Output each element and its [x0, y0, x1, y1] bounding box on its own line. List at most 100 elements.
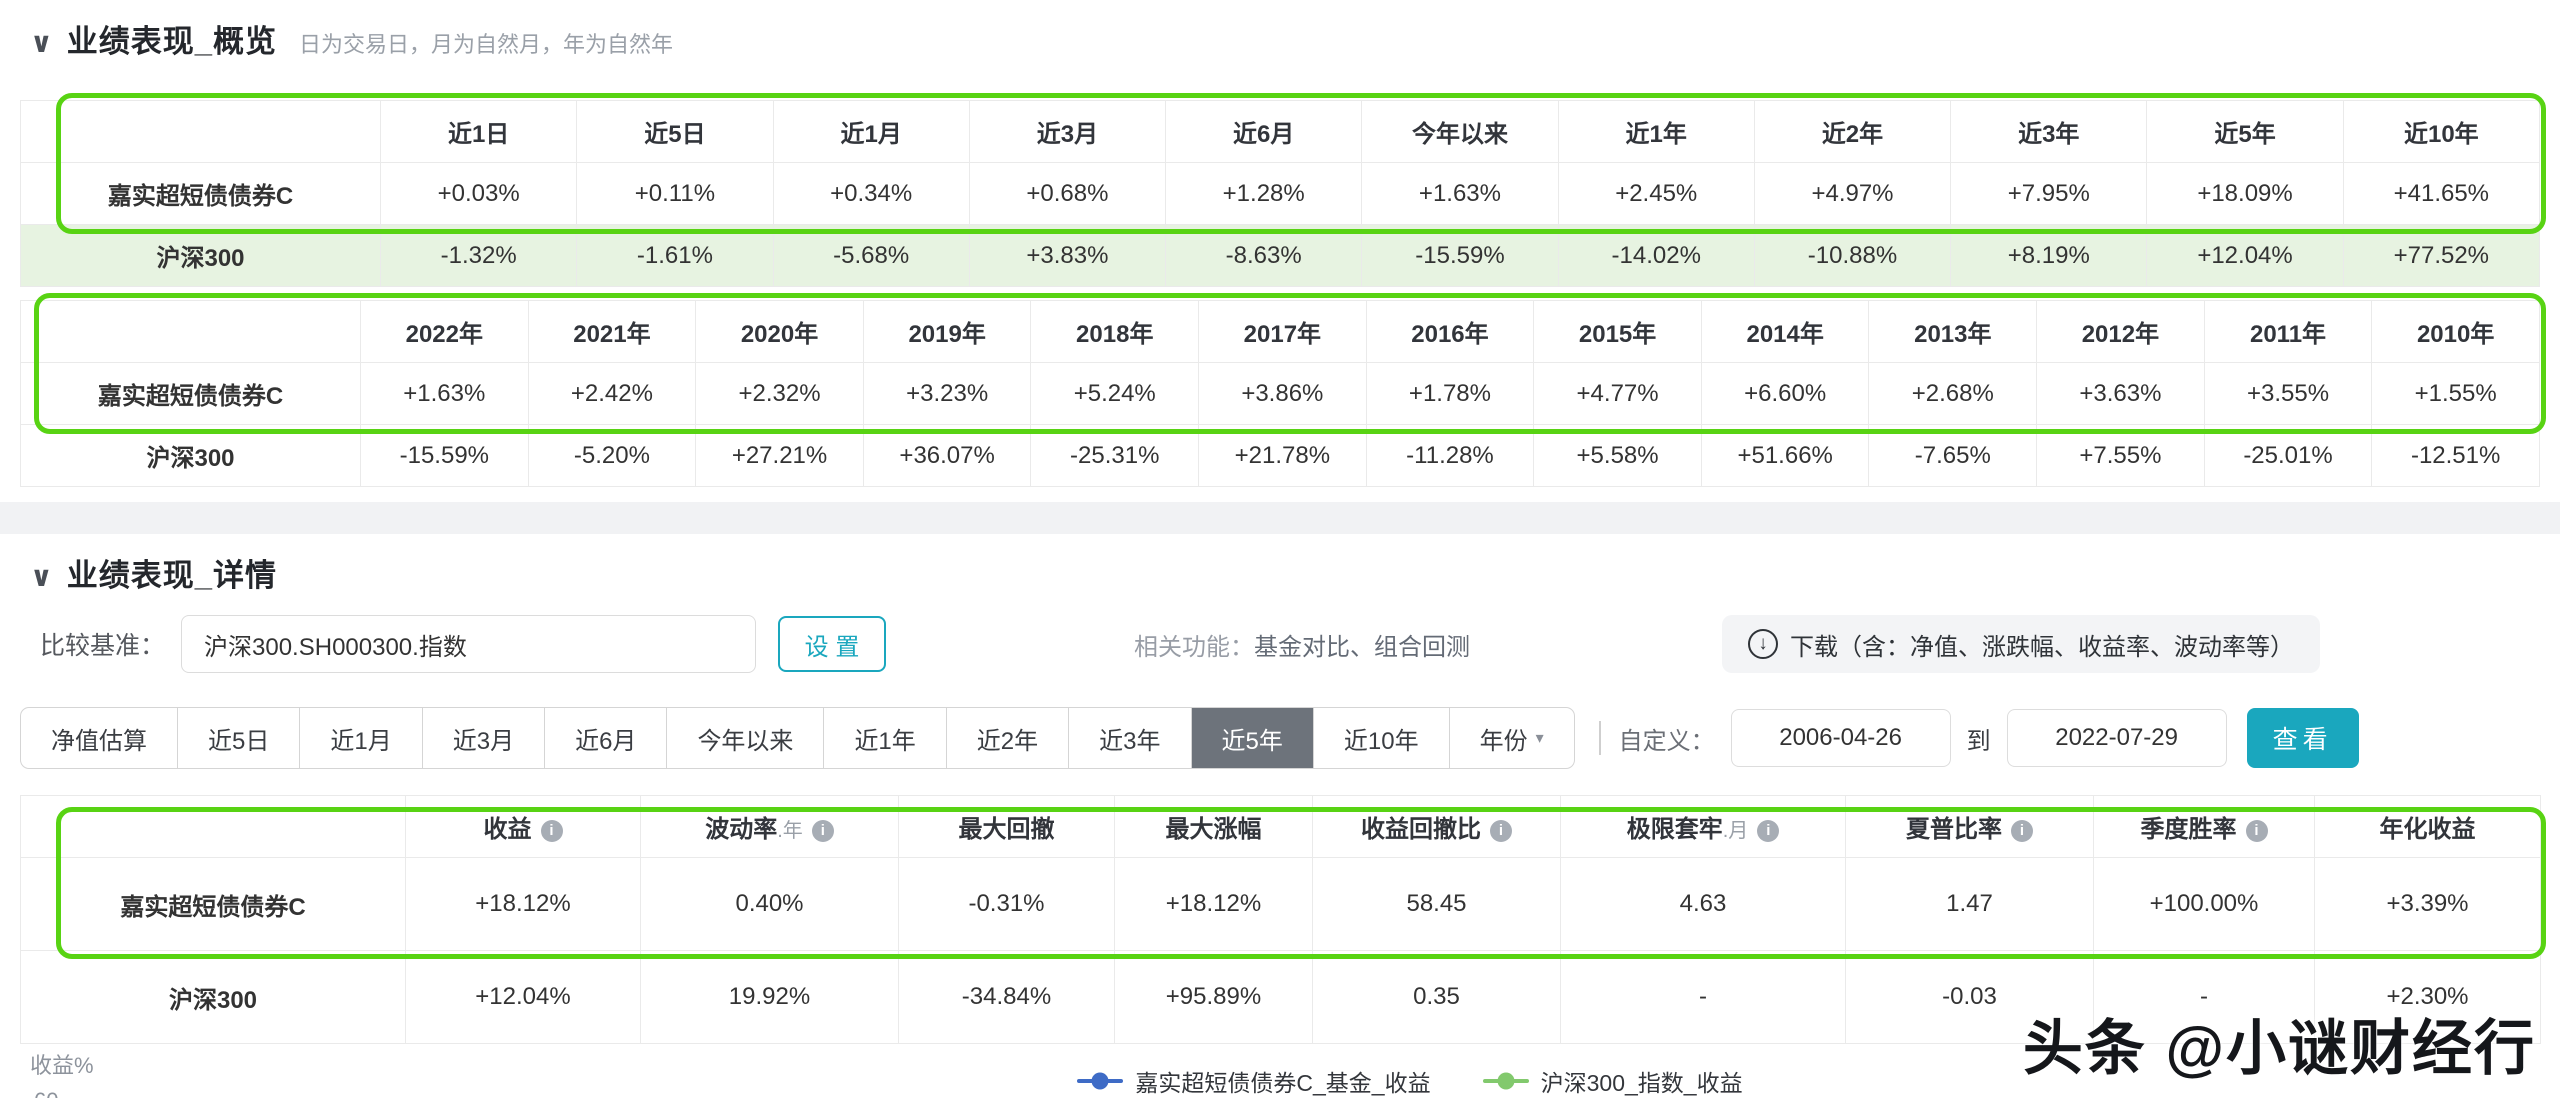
- value-cell: 4.63: [1560, 857, 1846, 951]
- value-cell: +2.42%: [527, 362, 697, 425]
- value-cell: +4.77%: [1533, 362, 1702, 425]
- tab-近2年[interactable]: 近2年: [947, 708, 1070, 768]
- value-cell: +2.30%: [2314, 950, 2541, 1044]
- info-icon[interactable]: i: [2245, 819, 2268, 842]
- detail-section-header: ∨ 业绩表现_详情: [30, 550, 277, 595]
- legend-item[interactable]: 沪深300_指数_收益: [1482, 1064, 1743, 1098]
- info-icon[interactable]: i: [1757, 819, 1780, 842]
- tab-近5日[interactable]: 近5日: [178, 708, 301, 768]
- value-cell: -12.51%: [2371, 424, 2540, 487]
- info-icon[interactable]: i: [1490, 819, 1512, 842]
- corner-cell: [20, 795, 406, 858]
- info-icon[interactable]: i: [811, 819, 834, 842]
- tab-近1年[interactable]: 近1年: [824, 708, 947, 768]
- column-header: 近1日: [379, 100, 578, 163]
- metrics-table: 收益 i 波动率.年 i 最大回撤 最大涨幅 收益回撤比 i 极限套牢.月 i 夏普比率 i 季度胜率 i…: [20, 795, 2546, 1044]
- column-header: 近2年: [1753, 100, 1952, 163]
- value-cell: +1.78%: [1365, 362, 1535, 425]
- column-header: 近1月: [772, 100, 970, 163]
- value-cell: +21.78%: [1198, 424, 1367, 487]
- value-cell: +2.45%: [1557, 162, 1755, 225]
- value-cell: +4.97%: [1753, 162, 1952, 225]
- value-cell: +0.34%: [772, 162, 970, 225]
- download-button[interactable]: ↓ 下载（含：净值、涨跌幅、收益率、波动率等）: [1722, 615, 2320, 673]
- view-button[interactable]: 查看: [2246, 708, 2359, 768]
- value-cell: -1.32%: [379, 224, 578, 287]
- column-header: 2013年: [1868, 300, 2038, 363]
- row-label: 嘉实超短债债券C: [20, 857, 406, 951]
- value-cell: +18.09%: [2146, 162, 2344, 225]
- table-row: 嘉实超短债债券C +18.12% 0.40% -0.31% +18.12% 58.45 4.…: [20, 857, 2541, 951]
- corner-cell: [20, 100, 381, 163]
- related-functions: 相关功能： 基金对比 、 组合回测: [1134, 627, 1470, 662]
- benchmark-label: 比较基准：: [40, 632, 166, 660]
- benchmark-input[interactable]: 沪深300.SH000300.指数: [181, 615, 757, 673]
- date-to-input[interactable]: 2022-07-29: [2006, 709, 2227, 767]
- column-header: 2018年: [1030, 300, 1200, 363]
- tab-今年以来[interactable]: 今年以来: [667, 708, 825, 768]
- tab-近10年[interactable]: 近10年: [1314, 708, 1450, 768]
- info-icon[interactable]: i: [2011, 819, 2033, 842]
- value-cell: +1.55%: [2371, 362, 2540, 425]
- value-cell: +2.32%: [695, 362, 864, 425]
- value-cell: +3.39%: [2314, 857, 2541, 951]
- tab-近3年[interactable]: 近3年: [1069, 708, 1192, 768]
- tab-近1月[interactable]: 近1月: [300, 708, 423, 768]
- fund-compare-link[interactable]: 基金对比: [1254, 633, 1351, 661]
- value-cell: -: [2093, 950, 2315, 1044]
- period-returns-table: 近1日 近5日 近1月 近3月 近6月 今年以来 近1年 近2年 近3年 近5年 近10年 嘉实超短债…: [20, 93, 2546, 287]
- settings-button[interactable]: 设 置: [778, 616, 887, 672]
- value-cell: -25.01%: [2203, 424, 2373, 487]
- tab-净值估算[interactable]: 净值估算: [21, 708, 178, 768]
- tab-近5年[interactable]: 近5年: [1191, 708, 1314, 768]
- value-cell: -15.59%: [360, 424, 529, 487]
- header-sub-label: .月: [1722, 820, 1749, 842]
- value-cell: +1.63%: [1361, 162, 1559, 225]
- collapse-chevron-icon[interactable]: ∨: [30, 561, 53, 592]
- yearly-returns-table: 2022年 2021年 2020年 2019年 2018年 2017年 2016年 2015年…: [20, 293, 2546, 487]
- column-header: 近5日: [576, 100, 774, 163]
- collapse-chevron-icon[interactable]: ∨: [30, 27, 53, 58]
- tab-year-dropdown[interactable]: 年份 ▾: [1450, 708, 1574, 768]
- column-header: 2021年: [527, 300, 697, 363]
- value-cell: +5.58%: [1533, 424, 1702, 487]
- value-cell: +6.60%: [1700, 362, 1870, 425]
- benchmark-value: 沪深300.SH000300.指数: [204, 633, 467, 661]
- value-cell: 19.92%: [640, 950, 899, 1044]
- table-row: 沪深300 -15.59% -5.20% +27.21% +36.07% -25.31% +…: [20, 424, 2540, 487]
- value-cell: +3.83%: [968, 224, 1167, 287]
- value-cell: +41.65%: [2342, 162, 2541, 225]
- chart-legend: 嘉实超短债债券C_基金_收益 沪深300_指数_收益: [130, 1064, 2560, 1098]
- column-header: 夏普比率 i: [1845, 795, 2094, 858]
- portfolio-backtest-link[interactable]: 组合回测: [1374, 633, 1471, 661]
- column-header: 2011年: [2203, 300, 2373, 363]
- header-row: 收益 i 波动率.年 i 最大回撤 最大涨幅 收益回撤比 i 极限套牢.月 i 夏普比率 i 季度胜率 i…: [20, 795, 2541, 858]
- value-cell: +1.63%: [360, 362, 529, 425]
- value-cell: +51.66%: [1700, 424, 1870, 487]
- value-cell: +2.68%: [1868, 362, 2038, 425]
- tab-近6月[interactable]: 近6月: [545, 708, 668, 768]
- row-label: 沪深300: [20, 224, 381, 287]
- column-header: 近6月: [1165, 100, 1363, 163]
- value-cell: +0.68%: [968, 162, 1167, 225]
- value-cell: 0.35: [1312, 950, 1561, 1044]
- column-header: 波动率.年 i: [640, 795, 899, 858]
- table-row: 沪深300 +12.04% 19.92% -34.84% +95.89% 0.35- -0.…: [20, 950, 2541, 1044]
- value-cell: +3.86%: [1198, 362, 1367, 425]
- column-header: 年化收益: [2314, 795, 2541, 858]
- date-from-input[interactable]: 2006-04-26: [1730, 709, 1951, 767]
- legend-item[interactable]: 嘉实超短债债券C_基金_收益: [1077, 1064, 1431, 1098]
- value-cell: -: [1560, 950, 1846, 1044]
- value-cell: -7.65%: [1868, 424, 2038, 487]
- value-cell: +3.55%: [2203, 362, 2373, 425]
- column-header: 2022年: [360, 300, 529, 363]
- value-cell: -15.59%: [1361, 224, 1559, 287]
- value-cell: +12.04%: [2146, 224, 2344, 287]
- value-cell: 1.47: [1845, 857, 2094, 951]
- value-cell: -14.02%: [1557, 224, 1755, 287]
- tab-近3月[interactable]: 近3月: [423, 708, 546, 768]
- section-divider-band: [0, 502, 2560, 534]
- value-cell: -11.28%: [1365, 424, 1535, 487]
- info-icon[interactable]: i: [540, 819, 563, 842]
